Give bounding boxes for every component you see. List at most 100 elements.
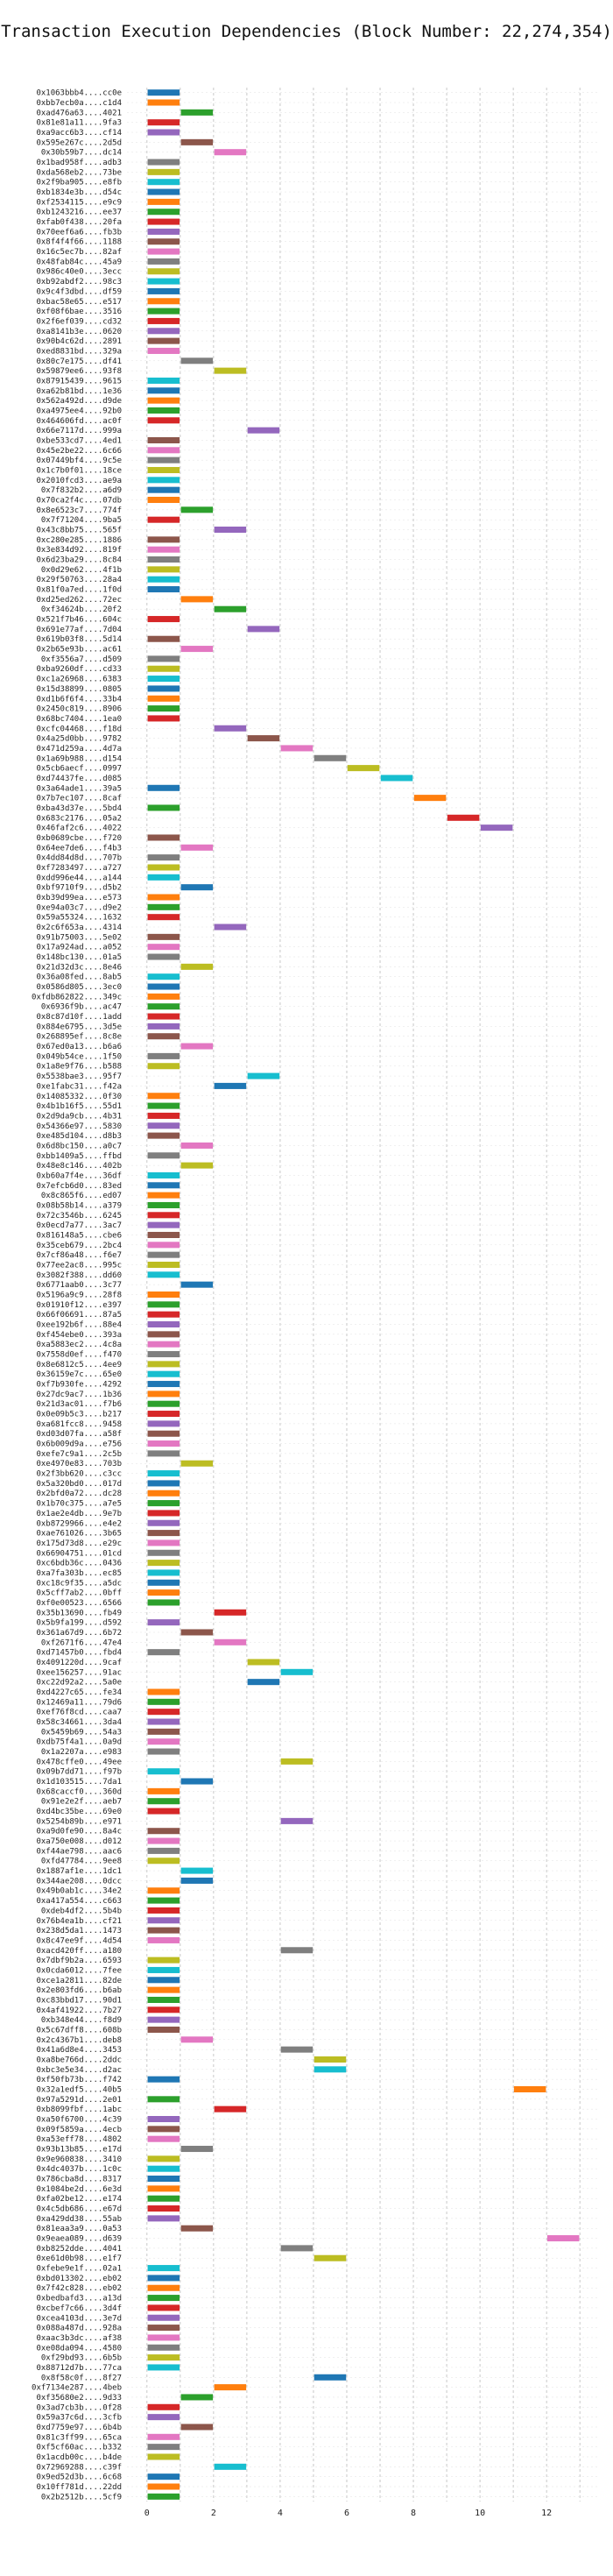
bar-225	[147, 2325, 180, 2332]
y-tick-label: 0xfd47784....9ee8	[41, 1858, 122, 1866]
bar-134	[147, 1420, 180, 1427]
bar-108	[180, 1162, 214, 1169]
bar-184	[147, 1917, 180, 1924]
bar-84	[214, 924, 247, 931]
bar-60	[147, 685, 180, 692]
bar-110	[147, 1182, 180, 1189]
bar-141	[147, 1490, 180, 1497]
bar-70	[147, 784, 180, 791]
y-tick-label: 0x5a320bd0....017d	[36, 1480, 122, 1489]
y-tick-label: 0xbb1409a5....ffbd	[36, 1152, 122, 1161]
bar-143	[147, 1510, 180, 1517]
bar-227	[147, 2344, 180, 2351]
y-tick-label: 0x1d103515....7da1	[36, 1778, 122, 1787]
y-tick-label: 0x7b7ec107....8caf	[36, 795, 122, 803]
bar-242	[147, 2493, 180, 2500]
y-tick-label: 0x521f7b46....604c	[36, 616, 122, 625]
y-tick-label: 0x049b54ce....1f50	[36, 1052, 122, 1061]
bar-104	[147, 1122, 180, 1129]
bar-62	[147, 705, 180, 712]
y-tick-label: 0xbedbafd3....a13d	[36, 2295, 122, 2304]
bar-24	[147, 328, 180, 335]
y-tick-label: 0x175d73d8....e29c	[36, 1539, 122, 1548]
y-tick-label: 0x45e2be22....6c66	[36, 447, 122, 456]
y-tick-label: 0x4af41922....7b27	[36, 2006, 122, 2015]
bar-64	[214, 725, 247, 732]
y-tick-label: 0x66904751....01cd	[36, 1549, 122, 1558]
y-tick-label: 0x6d23ba29....8c84	[36, 556, 122, 565]
y-tick-label: 0x5254b89b....e971	[36, 1817, 122, 1826]
y-tick-label: 0x8c87d10f....1add	[36, 1013, 122, 1022]
bar-166	[147, 1738, 180, 1745]
bar-74	[480, 824, 513, 832]
grid-lines	[127, 88, 600, 2502]
y-tick-label: 0xcfc04468....f18d	[36, 725, 122, 733]
y-tick-label: 0x7cf86a48....f6e7	[36, 1251, 122, 1260]
y-tick-label: 0xc83bbd17....90d1	[36, 1996, 122, 2005]
bar-96	[180, 1043, 214, 1050]
y-tick-label: 0xe94a03c7....d9e2	[36, 903, 122, 912]
y-tick-label: 0x76b4ea1b....cf21	[36, 1917, 122, 1926]
bar-209	[147, 2165, 180, 2172]
bar-63	[147, 715, 180, 722]
y-tick-label: 0x4dd84d8d....707b	[36, 854, 122, 863]
bar-235	[180, 2424, 214, 2431]
y-tick-label: 0x6d8bc150....a0c7	[36, 1142, 122, 1150]
bar-157	[147, 1649, 180, 1656]
y-tick-label: 0x268895ef....8c8e	[36, 1033, 122, 1042]
y-tick-label: 0x4091220d....9caf	[36, 1659, 122, 1667]
bar-168	[280, 1758, 314, 1765]
y-tick-label: 0xdd996e44....a144	[36, 874, 122, 882]
y-tick-label: 0x72c3546b....6245	[36, 1212, 122, 1221]
y-tick-label: 0x8c865f6....ed07	[41, 1192, 122, 1200]
y-tick-label: 0x81eaa3a9....0a53	[36, 2225, 122, 2233]
y-tick-label: 0x238d5da1....1473	[36, 1927, 122, 1936]
bar-195	[147, 2026, 180, 2033]
bar-107	[147, 1152, 180, 1159]
bar-172	[147, 1798, 180, 1805]
y-tick-label: 0xb1243216....ee37	[36, 209, 122, 217]
y-tick-label: 0xa53eff78....4802	[36, 2135, 122, 2144]
y-tick-label: 0x7558d0ef....f470	[36, 1351, 122, 1360]
bar-149	[147, 1569, 180, 1576]
bar-127	[147, 1351, 180, 1358]
bar-1	[147, 99, 180, 106]
y-tick-label: 0xf08f6bae....3516	[36, 308, 122, 316]
bar-35	[147, 436, 180, 443]
bar-154	[147, 1619, 180, 1626]
bar-61	[147, 695, 180, 702]
bar-27	[180, 357, 214, 364]
bar-222	[147, 2295, 180, 2302]
y-tick-label: 0xf7b930fe....4292	[36, 1381, 122, 1390]
y-tick-label: 0x8f4f4f66....1188	[36, 238, 122, 247]
y-tick-label: 0x6936f9b....ac47	[41, 1003, 122, 1012]
y-tick-label: 0x01910f12....e397	[36, 1301, 122, 1310]
y-tick-label: 0x81e81a11....9fa3	[36, 119, 122, 128]
y-tick-label: 0x3e834d92....819f	[36, 546, 122, 555]
y-tick-label: 0xf3556a7....d509	[41, 655, 122, 664]
y-tick-label: 0x09b7dd71....f97b	[36, 1768, 122, 1777]
bar-39	[147, 477, 180, 484]
y-tick-label: 0x2f9ba905....e8fb	[36, 179, 122, 188]
bar-201	[513, 2085, 546, 2093]
y-tick-label: 0x27dc9ac7....1b36	[36, 1391, 122, 1399]
y-tick-label: 0x2b2512b....5cf9	[41, 2493, 122, 2502]
bar-3	[147, 119, 180, 126]
bar-79	[147, 874, 180, 881]
y-tick-label: 0x1887af1e....1dc1	[36, 1867, 122, 1876]
bar-30	[147, 387, 180, 394]
bar-133	[147, 1411, 180, 1418]
bar-208	[147, 2155, 180, 2162]
y-tick-label: 0x1a2207a....e983	[41, 1748, 122, 1757]
bar-163	[147, 1709, 180, 1716]
x-tick-labels: 0 2 4 6 8 10 12	[144, 2509, 552, 2518]
bar-15	[147, 238, 180, 245]
bar-120	[180, 1281, 214, 1288]
bar-18	[147, 268, 180, 275]
y-tick-label: 0x1ae2e4db....9e7b	[36, 1510, 122, 1518]
y-tick-label: 0x49b0ab1c....34e2	[36, 1887, 122, 1896]
bar-232	[180, 2394, 214, 2401]
y-tick-label: 0xf2534115....e9c9	[36, 198, 122, 207]
bar-196	[180, 2036, 214, 2043]
y-tick-label: 0x72969288....c39f	[36, 2463, 122, 2472]
